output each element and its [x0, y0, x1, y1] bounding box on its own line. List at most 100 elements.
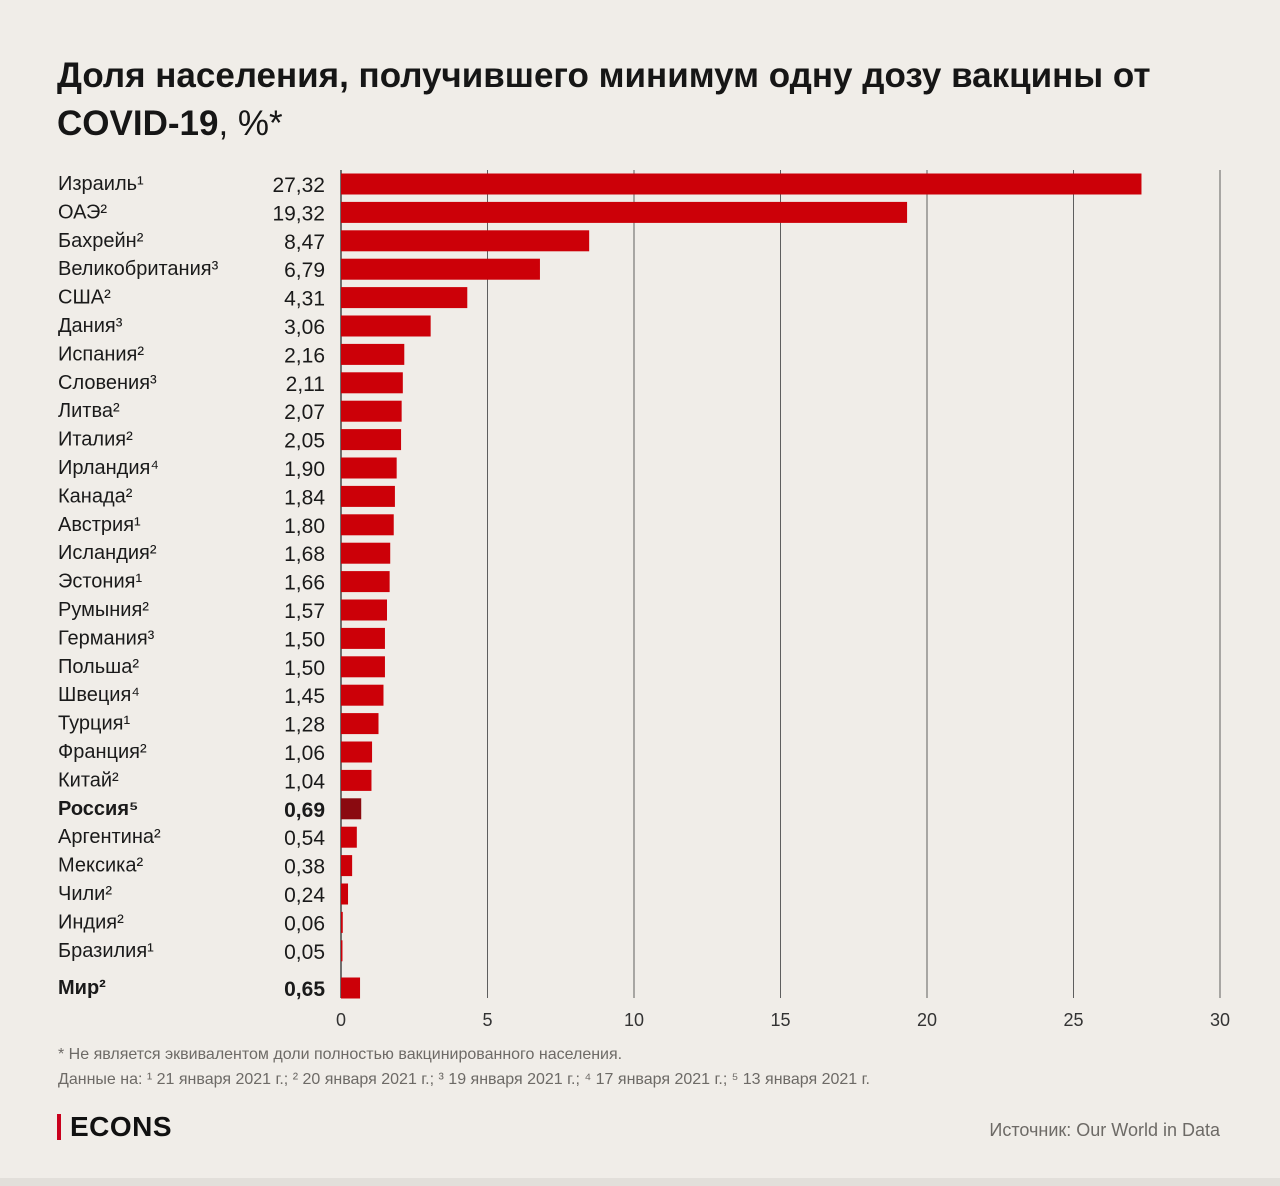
- value-label-8: 2,07: [284, 401, 325, 424]
- category-label-2: Бахрейн²: [58, 230, 144, 252]
- value-label-24: 0,38: [284, 856, 325, 879]
- category-label-19: Турция¹: [58, 713, 130, 735]
- category-label-12: Австрия¹: [58, 514, 141, 536]
- source-credit: Источник: Our World in Data: [989, 1120, 1220, 1140]
- category-label-18: Швеция⁴: [58, 684, 140, 706]
- bar-22: [341, 798, 362, 820]
- x-tick-label-15: 15: [770, 1010, 790, 1030]
- bar-15: [341, 599, 388, 621]
- value-label-19: 1,28: [284, 714, 325, 737]
- chart-title: Доля населения, получившего минимум одну…: [57, 52, 1217, 148]
- category-label-14: Эстония¹: [58, 571, 142, 593]
- x-tick-label-20: 20: [917, 1010, 937, 1030]
- value-label-1: 19,32: [272, 202, 325, 225]
- bar-5: [341, 315, 431, 337]
- category-label-13: Исландия²: [58, 542, 157, 564]
- footnote-note: * Не является эквивалентом доли полность…: [58, 1046, 623, 1063]
- category-label-3: Великобритания³: [58, 258, 219, 280]
- bar-1: [341, 201, 908, 223]
- value-label-26: 0,06: [284, 912, 325, 935]
- category-label-11: Канада²: [58, 485, 133, 507]
- value-label-6: 2,16: [284, 344, 325, 367]
- bar-8: [341, 400, 402, 422]
- category-label-7: Словения³: [58, 372, 157, 394]
- bar-chart: Израиль¹ ОАЭ² Бахрейн² Великобритания³ США² Д…: [58, 170, 1230, 1030]
- bottom-strip: [0, 1178, 1280, 1186]
- x-tick-label-10: 10: [624, 1010, 644, 1030]
- bar-12: [341, 514, 394, 536]
- bar-13: [341, 542, 391, 564]
- footnote-dates: Данные на: ¹ 21 января 2021 г.; ² 20 янв…: [58, 1071, 870, 1088]
- value-label-20: 1,06: [284, 742, 325, 765]
- value-label-5: 3,06: [284, 316, 325, 339]
- value-label-0: 27,32: [272, 174, 325, 197]
- bar-16: [341, 627, 385, 649]
- bar-20: [341, 741, 373, 763]
- bar-21: [341, 769, 372, 791]
- brand-accent-bar: [57, 1114, 61, 1140]
- category-label-22: Россия⁵: [58, 798, 138, 820]
- bar-17: [341, 656, 385, 678]
- bar-7: [341, 372, 403, 394]
- category-label-4: США²: [58, 287, 111, 309]
- bar-14: [341, 571, 390, 593]
- category-label-23: Аргентина²: [58, 826, 161, 848]
- bar-2: [341, 230, 590, 252]
- category-label-26: Индия²: [58, 911, 124, 933]
- category-label-16: Германия³: [58, 627, 155, 649]
- brand-name: ECONS: [70, 1111, 173, 1142]
- value-label-3: 6,79: [284, 259, 325, 282]
- value-labels: 27,32 19,32 8,47 6,79 4,31 3,06 2,16 2,11 2,07 2,…: [272, 174, 325, 1001]
- bar-9: [341, 429, 402, 451]
- value-label-18: 1,45: [284, 685, 325, 708]
- value-label-15: 1,57: [284, 600, 325, 623]
- category-label-28: Мир²: [58, 977, 106, 999]
- bar-23: [341, 826, 357, 848]
- value-label-12: 1,80: [284, 515, 325, 538]
- value-label-27: 0,05: [284, 941, 325, 964]
- bar-26: [341, 911, 343, 933]
- value-label-17: 1,50: [284, 657, 325, 680]
- bar-25: [341, 883, 349, 905]
- category-label-9: Италия²: [58, 429, 133, 451]
- category-labels: Израиль¹ ОАЭ² Бахрейн² Великобритания³ США² Д…: [58, 173, 219, 999]
- value-label-23: 0,54: [284, 827, 325, 850]
- value-label-13: 1,68: [284, 543, 325, 566]
- bar-11: [341, 485, 395, 507]
- bar-18: [341, 684, 384, 706]
- x-tick-label-5: 5: [482, 1010, 492, 1030]
- bar-24: [341, 855, 353, 877]
- category-label-6: Испания²: [58, 343, 144, 365]
- category-label-21: Китай²: [58, 769, 119, 791]
- value-label-22: 0,69: [284, 799, 325, 822]
- category-label-24: Мексика²: [58, 855, 143, 877]
- chart-title-unit: , %*: [218, 104, 283, 143]
- bar-28: [341, 977, 361, 999]
- value-label-21: 1,04: [284, 770, 325, 793]
- value-label-9: 2,05: [284, 430, 325, 453]
- bar-19: [341, 713, 379, 735]
- value-label-28: 0,65: [284, 978, 325, 1001]
- x-tick-label-0: 0: [336, 1010, 346, 1030]
- value-label-14: 1,66: [284, 572, 325, 595]
- category-label-1: ОАЭ²: [58, 201, 107, 223]
- category-label-25: Чили²: [58, 883, 112, 905]
- value-label-2: 8,47: [284, 231, 325, 254]
- bar-0: [341, 173, 1142, 195]
- x-tick-label-30: 30: [1210, 1010, 1230, 1030]
- category-label-0: Израиль¹: [58, 173, 144, 195]
- bar-10: [341, 457, 397, 479]
- value-label-4: 4,31: [284, 288, 325, 311]
- category-label-15: Румыния²: [58, 599, 149, 621]
- bar-6: [341, 343, 405, 365]
- grid-lines: [340, 170, 1221, 998]
- chart-title-main: Доля населения, получившего минимум одну…: [57, 56, 1151, 143]
- value-label-16: 1,50: [284, 628, 325, 651]
- bars: [341, 173, 1142, 999]
- x-tick-label-25: 25: [1063, 1010, 1083, 1030]
- x-axis-ticks: 0 5 10 15 20 25 30: [336, 1010, 1230, 1030]
- bar-27: [341, 940, 343, 962]
- brand-logo: ECONS: [57, 1111, 173, 1142]
- bar-4: [341, 287, 468, 309]
- value-label-25: 0,24: [284, 884, 325, 907]
